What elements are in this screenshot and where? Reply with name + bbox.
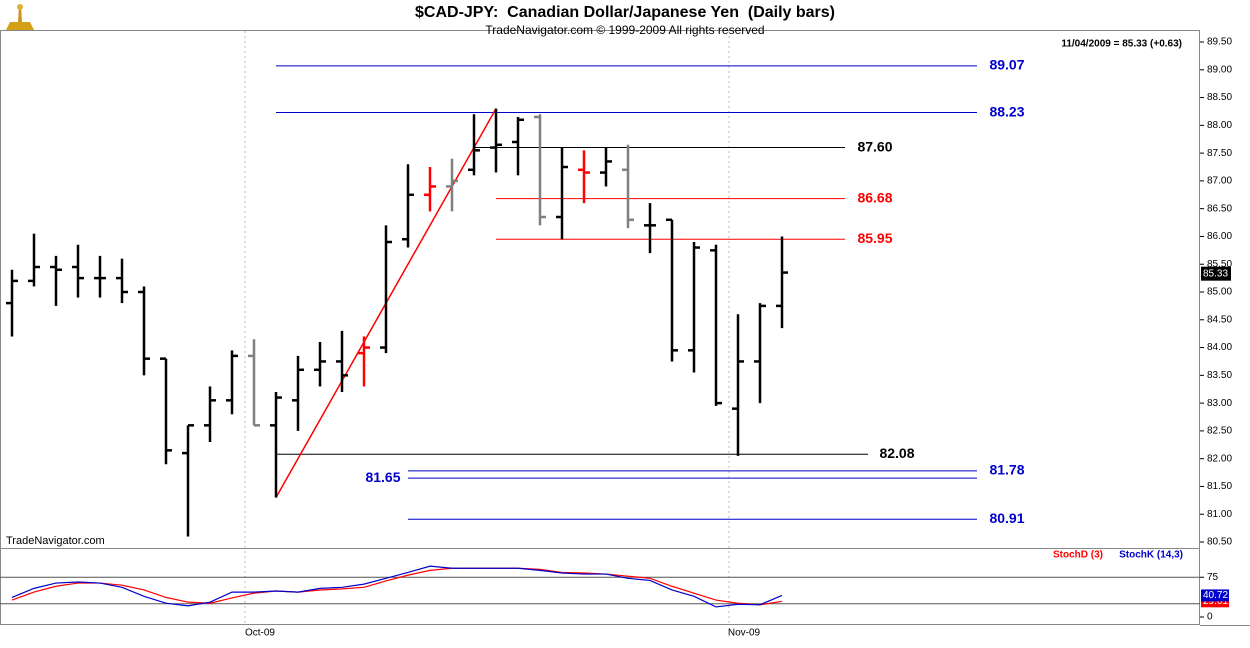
stoch-line [11,567,783,606]
y-tick-label: 86.00 [1207,231,1232,242]
y-tick-label: 89.50 [1207,37,1232,48]
y-tick-label: 85.00 [1207,287,1232,298]
level-label: 81.65 [365,469,400,485]
stoch-last-label: 40.72 [1203,590,1228,601]
y-tick-label: 83.00 [1207,398,1232,409]
plot-frame [0,30,1200,625]
level-label: 89.07 [989,57,1024,73]
y-tick-label: 81.00 [1207,509,1232,520]
last-price-label: 85.33 [1203,268,1228,279]
x-tick-label: Oct-09 [245,628,275,639]
y-tick-label: 88.50 [1207,92,1232,103]
watermark: TradeNavigator.com [6,535,105,547]
level-label: 86.68 [857,189,892,205]
level-label: 87.60 [857,138,892,154]
y-tick-label: 86.50 [1207,203,1232,214]
y-tick-label: 82.00 [1207,453,1232,464]
stoch-tick-label: 0 [1207,612,1213,623]
level-label: 82.08 [879,445,914,461]
y-tick-label: 87.00 [1207,176,1232,187]
y-tick-label: 84.00 [1207,342,1232,353]
y-tick-label: 81.50 [1207,481,1232,492]
stoch-last-box [1201,589,1229,602]
level-label: 80.91 [989,510,1024,526]
chart-title: $CAD-JPY: Canadian Dollar/Japanese Yen (… [415,4,835,21]
y-tick-label: 82.50 [1207,426,1232,437]
stoch-tick-label: 75 [1207,572,1219,583]
y-tick-label: 85.50 [1207,259,1232,270]
chart-subtitle: TradeNavigator.com © 1999-2009 All right… [485,23,764,37]
last-price-box [1201,266,1231,281]
legend-entry: StochK (14,3) [1119,550,1183,561]
stoch-line [11,565,783,608]
y-tick-label: 83.50 [1207,370,1232,381]
y-tick-label: 84.50 [1207,314,1232,325]
level-label: 85.95 [857,230,892,246]
header-note: 11/04/2009 = 85.33 (+0.63) [1061,39,1182,50]
logo [6,4,34,30]
y-tick-label: 80.50 [1207,537,1232,548]
y-tick-label: 87.50 [1207,148,1232,159]
x-tick-label: Nov-09 [728,628,761,639]
legend-entry: StochD (3) [1053,550,1103,561]
level-label: 88.23 [989,103,1024,119]
level-label: 81.78 [989,462,1024,478]
y-tick-label: 89.00 [1207,64,1232,75]
stoch-last-label: 29.61 [1203,596,1228,607]
y-tick-label: 88.00 [1207,120,1232,131]
